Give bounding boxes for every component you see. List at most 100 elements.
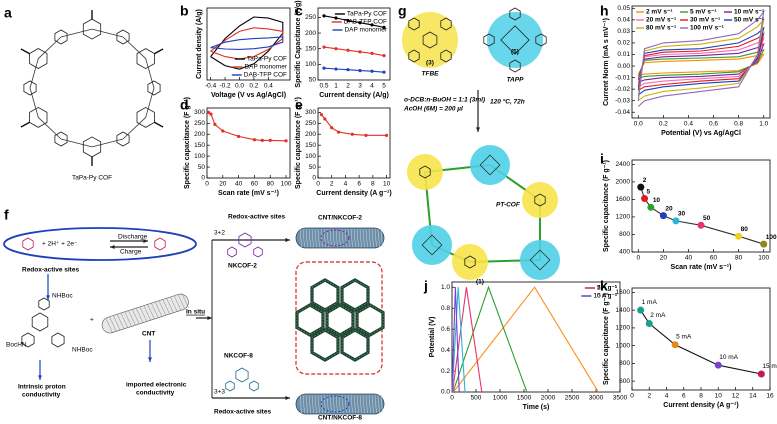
pore-edge [311,279,339,311]
data-point [637,306,645,314]
x-tick-label: 20 [660,255,668,262]
y-tick-label: 1.0 [441,284,450,291]
nkcof2: NKCOF-2 [228,263,257,270]
y-tick-label: 0.02 [617,40,630,47]
x-tick-label: 6 [682,393,686,400]
x-axis-label: Scan rate (mV s⁻¹) [218,190,279,197]
y-tick-label: 2000 [616,179,631,186]
data-point [645,319,653,327]
tube-lattice [308,394,311,414]
series-line [637,32,765,91]
x-tick-label: 40 [235,181,243,188]
x-tick-label: 6 [357,181,361,188]
x-tick-label: 0 [636,255,640,262]
acid: AcOH (6M) = 200 µl [403,106,463,113]
legend-label: 20 mV s⁻¹ [646,17,676,24]
x-axis-label: Voltage (V vs Ag/AgCl) [211,92,286,99]
zoom-spot [320,229,350,247]
x-tick-label: 100 [281,181,292,188]
data-point [647,203,655,211]
bond [38,36,62,59]
tube-lattice [320,228,323,248]
pore [340,328,370,362]
y-tick-label: 150 [194,142,205,149]
data-point [358,21,362,25]
series-line [208,111,287,142]
tube-lattice [158,300,166,316]
ring [116,131,130,147]
x-tick-label: 3000 [589,395,604,402]
tube-lattice [151,303,159,318]
bond [60,138,93,148]
series-line [637,9,765,107]
x-tick-label: 0.0 [235,83,244,90]
tube-lattice [368,228,371,248]
legend-label: 2 A g⁻¹ [597,285,618,292]
tube-lattice [353,394,356,414]
y-tick-label: -0.01 [615,74,630,81]
panel-letter: i [600,151,604,167]
reaction-frame [3,227,197,261]
ring [249,380,259,392]
pore-edge [341,279,369,311]
ratio-2: 3+2 [214,230,225,237]
x-tick-label: 0.2 [659,121,668,128]
y-tick-label: 400 [619,249,630,256]
x-tick-label: 1500 [517,395,532,402]
legend-label: 50 mV s⁻¹ [734,17,764,24]
pore [310,328,340,362]
pore-edge [311,329,339,361]
x-axis-label: Current density (A g⁻¹) [663,402,738,409]
x-tick-label: 8 [371,181,375,188]
bond [154,121,164,128]
proton-2: conductivity [22,392,61,399]
y-axis-label: Specific capacitance (F g⁻¹) [603,160,610,252]
bond [60,28,93,38]
y-tick-label: -0.04 [615,109,630,116]
tube-lattice [173,295,182,311]
porphyrin [479,154,501,176]
data-label: 50 [703,215,711,222]
plot-frame [317,7,391,81]
series-line [320,114,387,136]
y-tick-label: 1600 [616,196,631,203]
data-point [268,138,272,142]
data-point [206,110,211,114]
y-tick-label: 0.4 [441,347,450,354]
series-line [452,285,528,393]
panel-letter: d [180,97,189,113]
tube-lattice [299,394,302,414]
series-line [637,48,765,80]
ring [54,29,68,45]
composite-8: CNT/NKCOF-8 [318,415,362,422]
legend-label: 15 A g⁻¹ [593,293,618,300]
x-tick-label: -0.2 [219,83,231,90]
data-point [284,139,288,143]
tube-lattice [317,228,320,248]
data-point [334,47,338,51]
data-point [322,66,326,70]
proton-1: Intrinsic proton [18,384,66,391]
y-tick-label: 0.01 [617,51,630,58]
y-tick-label: 0.03 [617,28,630,35]
node-tfbe [407,154,443,190]
panel-letter: e [295,97,303,113]
legend-label: 1 A g⁻¹ [597,285,618,292]
y-tick-label: 50 [198,164,206,171]
bond [91,138,124,148]
ring [440,49,452,63]
data-point [346,68,350,72]
composite-2: CNT/NKCOF-2 [318,215,362,222]
bond [29,87,39,118]
electronic-1: imported electronic [126,382,187,389]
bond [145,87,155,118]
tube-lattice [116,314,125,329]
monomer-core [487,12,543,68]
panel-letter: j [423,278,428,294]
x-tick-label: -0.4 [205,83,217,90]
tube-lattice [377,228,380,248]
caption: TaPa-Py COF [72,175,112,182]
arrow-head [285,238,290,242]
point-label: 15 mA [762,363,777,370]
legend-label: 10 A g⁻¹ [593,293,618,300]
